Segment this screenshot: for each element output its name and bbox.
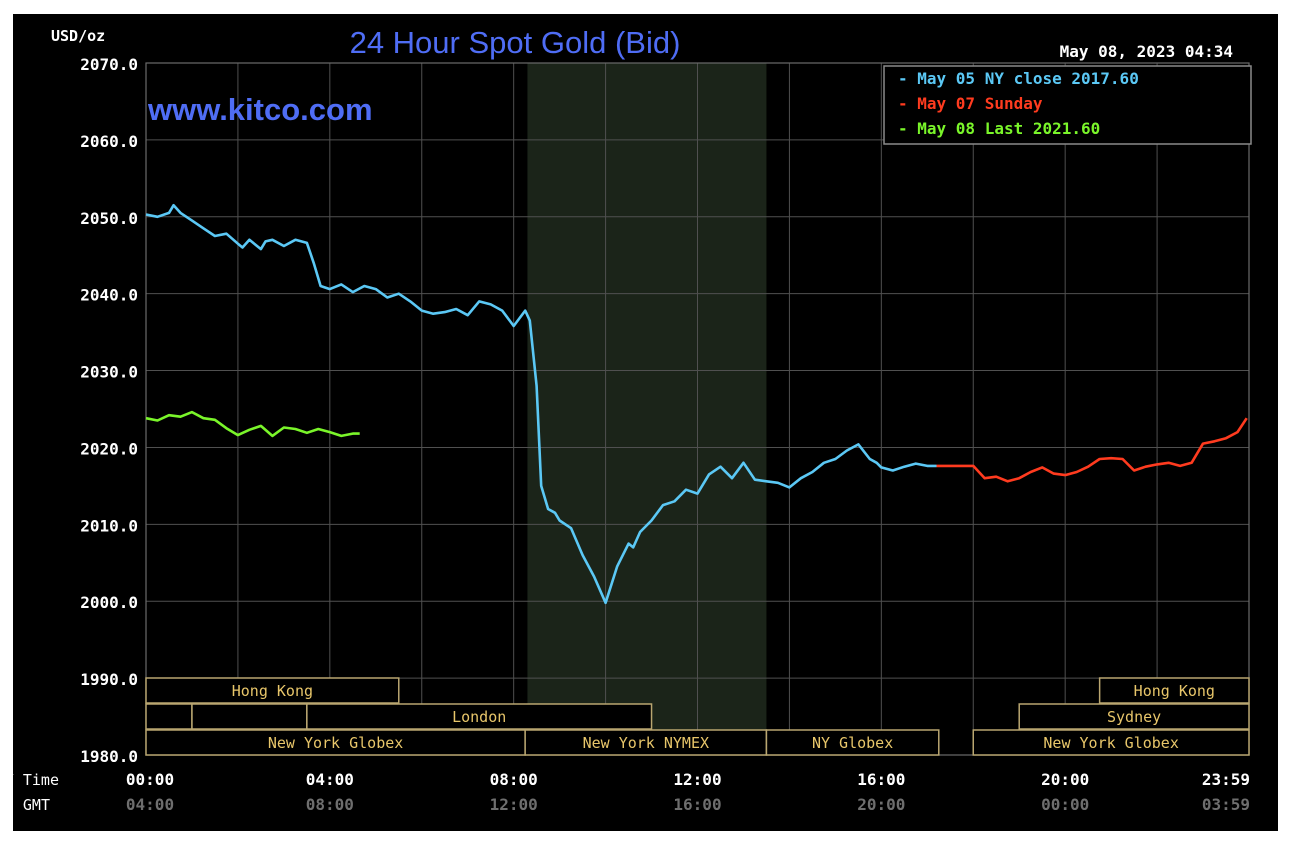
session-label: Sydney <box>1107 708 1161 726</box>
y-tick-label: 2060.0 <box>80 132 138 151</box>
y-tick-label: 2020.0 <box>80 439 138 458</box>
session-label: London <box>452 708 506 726</box>
x-axis-label-gmt: GMT <box>23 796 50 814</box>
session-bar <box>145 677 400 704</box>
y-tick-label: 2040.0 <box>80 286 138 305</box>
session-bar <box>145 703 193 730</box>
legend-entry-last: - May 08 Last 2021.60 <box>898 119 1100 138</box>
series-line <box>145 410 360 438</box>
session-bar <box>524 729 768 756</box>
session-label: Hong Kong <box>1134 682 1215 700</box>
session-label: New York Globex <box>268 734 403 752</box>
y-tick-label: 1980.0 <box>80 747 138 766</box>
x-tick-label-ny: 20:00 <box>1041 770 1089 789</box>
x-tick-label-ny: 04:00 <box>306 770 354 789</box>
session-label: New York Globex <box>1043 734 1178 752</box>
session-bar <box>145 729 526 756</box>
y-tick-label: 2010.0 <box>80 516 138 535</box>
x-tick-label-gmt: 03:59 <box>1202 795 1250 814</box>
x-tick-label-ny: 12:00 <box>673 770 721 789</box>
x-tick-label-ny: 08:00 <box>490 770 538 789</box>
x-axis-ticks: 00:00 04:00 08:00 12:00 16:00 20:00 23:59 04:00… <box>126 770 1250 814</box>
session-label: NY Globex <box>812 734 893 752</box>
session-bar <box>1098 677 1250 704</box>
session-bar <box>765 729 940 756</box>
x-tick-label-gmt: 20:00 <box>857 795 905 814</box>
x-tick-label-ny: 00:00 <box>126 770 174 789</box>
x-tick-label-gmt: 16:00 <box>673 795 721 814</box>
series-line <box>145 203 937 605</box>
x-tick-label-gmt: 12:00 <box>490 795 538 814</box>
x-tick-label-gmt: 04:00 <box>126 795 174 814</box>
y-axis-ticks: 2070.0 2060.0 2050.0 2040.0 2030.0 2020.0 2010… <box>80 55 138 766</box>
chart-frame: Hong Kong Hong Kong London Sydney New York G… <box>13 14 1278 831</box>
session-bar <box>972 729 1250 756</box>
x-tick-label-ny: 23:59 <box>1202 770 1250 789</box>
x-axis-label-ny-time: NY Time <box>13 771 59 789</box>
x-tick-label-ny: 16:00 <box>857 770 905 789</box>
grid-lines <box>145 62 1250 756</box>
y-tick-label: 2050.0 <box>80 209 138 228</box>
x-tick-label-gmt: 08:00 <box>306 795 354 814</box>
timestamp: May 08, 2023 04:34 <box>1060 42 1233 61</box>
session-bar <box>191 703 308 730</box>
session-bar <box>306 703 653 730</box>
session-label: Hong Kong <box>232 682 313 700</box>
legend-entry-sunday: - May 07 Sunday <box>898 94 1043 113</box>
legend-box <box>883 65 1252 145</box>
legend-entry-ny-close: - May 05 NY close 2017.60 <box>898 69 1139 88</box>
legend: - May 05 NY close 2017.60 - May 07 Sunda… <box>883 65 1252 145</box>
session-label: New York NYMEX <box>583 734 709 752</box>
market-sessions: Hong Kong Hong Kong London Sydney New York G… <box>145 677 1250 756</box>
price-series <box>145 203 1248 605</box>
session-bar <box>1018 703 1250 730</box>
y-axis-unit: USD/oz <box>51 27 105 45</box>
nymex-hours-shading <box>527 63 767 755</box>
website-watermark: www.kitco.com <box>147 92 373 127</box>
y-tick-label: 1990.0 <box>80 670 138 689</box>
series-line <box>936 417 1248 483</box>
chart-title: 24 Hour Spot Gold (Bid) <box>350 25 681 60</box>
y-tick-label: 2000.0 <box>80 593 138 612</box>
y-tick-label: 2070.0 <box>80 55 138 74</box>
y-tick-label: 2030.0 <box>80 363 138 382</box>
gold-price-chart: Hong Kong Hong Kong London Sydney New York G… <box>13 14 1278 831</box>
x-tick-label-gmt: 00:00 <box>1041 795 1089 814</box>
